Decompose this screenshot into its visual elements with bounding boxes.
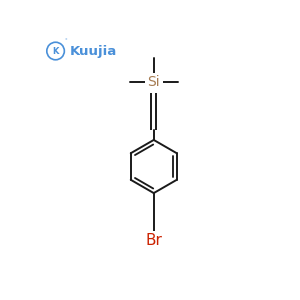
Text: Br: Br (145, 233, 162, 248)
Text: Si: Si (147, 75, 160, 89)
Text: Kuujia: Kuujia (69, 44, 117, 58)
Text: °: ° (64, 39, 67, 44)
Text: K: K (52, 46, 59, 56)
